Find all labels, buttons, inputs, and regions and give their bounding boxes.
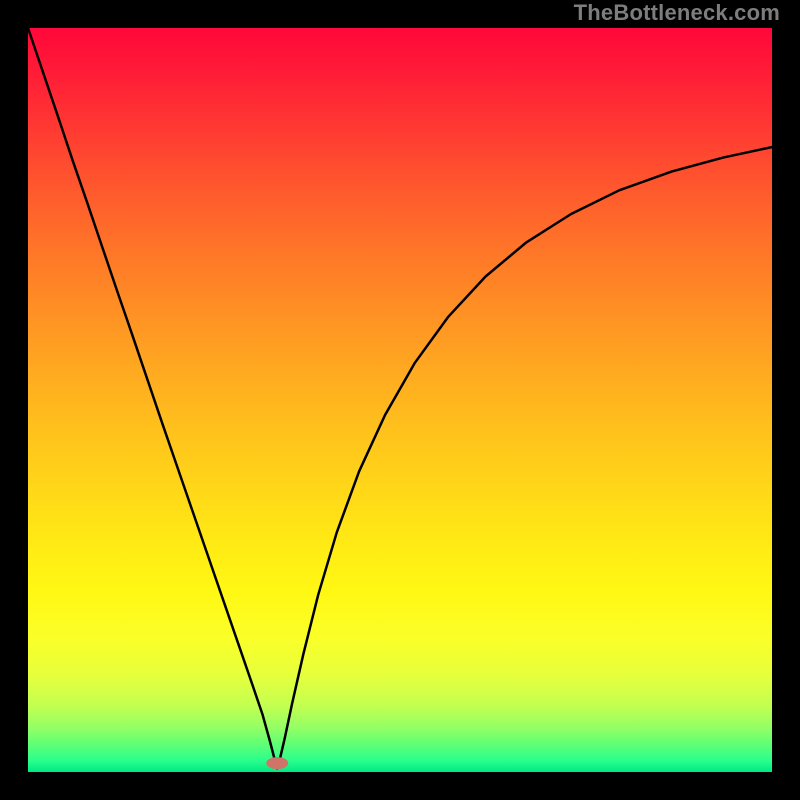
plot-area <box>28 28 772 772</box>
bottleneck-chart-svg <box>28 28 772 772</box>
gradient-background <box>28 28 772 772</box>
optimum-marker <box>266 757 288 769</box>
chart-frame: TheBottleneck.com <box>0 0 800 800</box>
watermark-text: TheBottleneck.com <box>574 0 780 26</box>
